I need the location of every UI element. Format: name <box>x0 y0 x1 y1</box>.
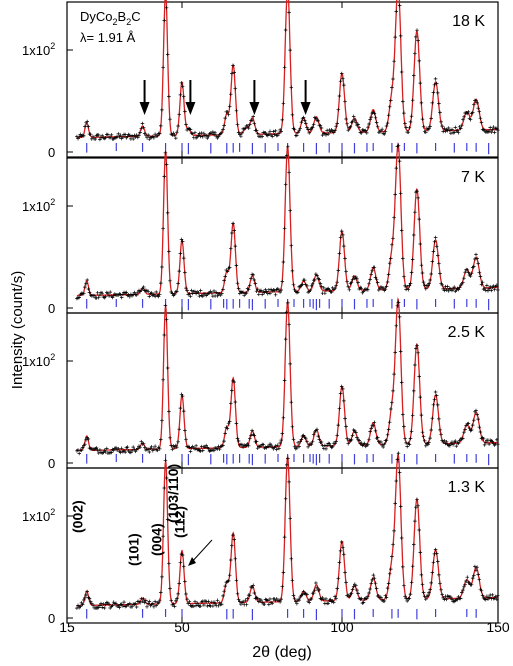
panel-frame <box>66 312 499 469</box>
y-tick-label-zero: 0 <box>48 611 55 626</box>
peak-arrow-head <box>185 102 196 115</box>
reflection-label: (002) <box>70 500 86 533</box>
observed-points <box>75 451 500 610</box>
temperature-label: 1.3 K <box>448 479 486 496</box>
peak-arrow-head <box>249 102 260 115</box>
wavelength-label: λ= 1.91 Å <box>80 30 136 45</box>
observed-points <box>75 3 500 142</box>
y-tick-label-hundred: 1x102 <box>22 197 55 214</box>
x-tick-labels: 15 50 100 150 <box>59 619 510 635</box>
temperature-label: 7 K <box>461 169 485 186</box>
panel-frame <box>66 1 499 158</box>
temperature-label: 18 K <box>452 13 485 30</box>
temperature-label: 2.5 K <box>448 324 486 341</box>
panel-frame <box>66 467 499 624</box>
y-tick-label-zero: 0 <box>48 301 55 316</box>
y-tick-label-zero: 0 <box>48 145 55 160</box>
reflection-label: (004) <box>149 523 165 556</box>
calculated-profile <box>76 451 498 607</box>
peak-arrow-head <box>139 102 150 115</box>
y-tick-label-hundred: 1x102 <box>22 41 55 58</box>
calculated-profile <box>76 296 498 452</box>
reflection-label: (112) <box>171 506 187 538</box>
observed-points <box>75 143 500 301</box>
compound-label: DyCo2B2C <box>80 9 141 27</box>
peak-arrow-head <box>300 102 311 115</box>
reflection-label: (103/110) <box>165 464 181 523</box>
calculated-profile <box>76 141 498 297</box>
y-tick-label-hundred: 1x102 <box>22 507 55 524</box>
y-tick-label-hundred: 1x102 <box>22 352 55 369</box>
y-axis-label: Intensity (count/s) <box>9 271 26 389</box>
panel-1-3k: 1x102 0 1.3 K (002) (101) (004)(103/110)(112) <box>22 451 500 626</box>
panel-2-5k: 1x102 0 2.5 K <box>22 296 500 471</box>
observed-points <box>75 300 500 456</box>
x-axis-label: 2θ (deg) <box>252 644 312 661</box>
y-tick-label-zero: 0 <box>48 456 55 471</box>
panel-7k: 1x102 0 7 K <box>22 141 500 316</box>
panel-18k: 1x102 0 18 K <box>22 0 500 160</box>
reflection-pointer-head <box>188 557 196 566</box>
reflection-label: (101) <box>126 533 142 566</box>
